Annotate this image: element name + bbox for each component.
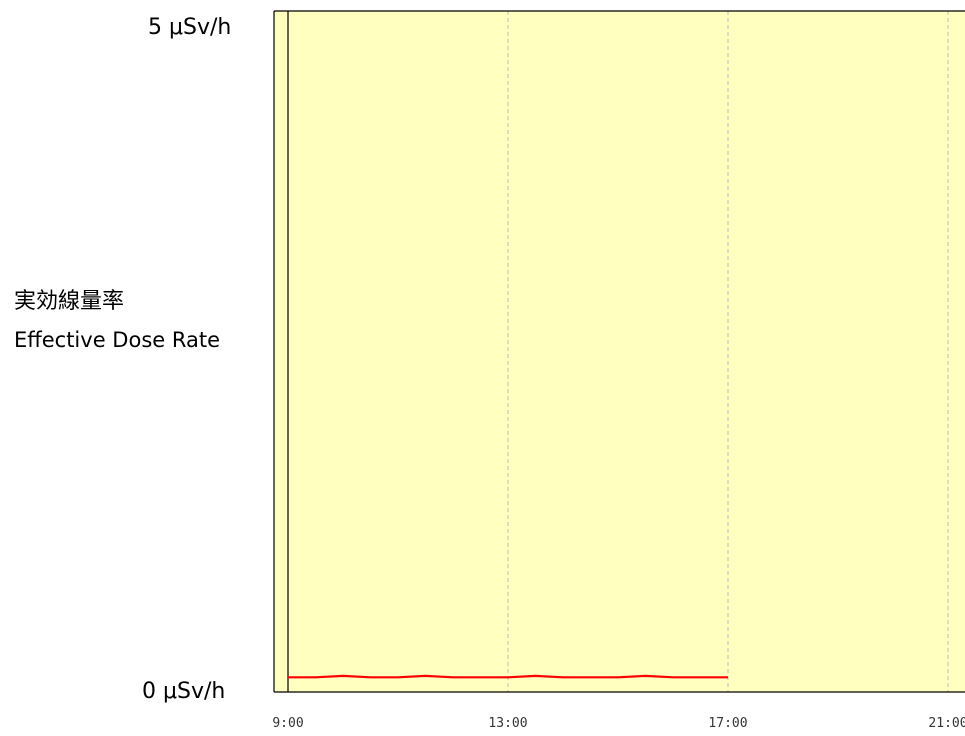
x-tick-label: 9:00 — [272, 716, 303, 731]
y-tick-label-min: 0 μSv/h — [142, 679, 225, 704]
plot-area — [274, 11, 965, 692]
x-tick-labels: 9:00 13:00 17:00 21:00 — [272, 716, 965, 731]
grid-lines — [507, 11, 949, 692]
series-layer — [288, 674, 728, 679]
y-tick-label-max: 5 μSv/h — [148, 15, 231, 40]
dose-rate-series-line — [288, 674, 728, 679]
x-tick-label: 17:00 — [708, 716, 747, 731]
x-tick-label: 21:00 — [928, 716, 965, 731]
x-tick-label: 13:00 — [488, 716, 527, 731]
y-axis-title-english: Effective Dose Rate — [14, 328, 220, 352]
y-axis-title: 実効線量率 — [14, 289, 124, 314]
